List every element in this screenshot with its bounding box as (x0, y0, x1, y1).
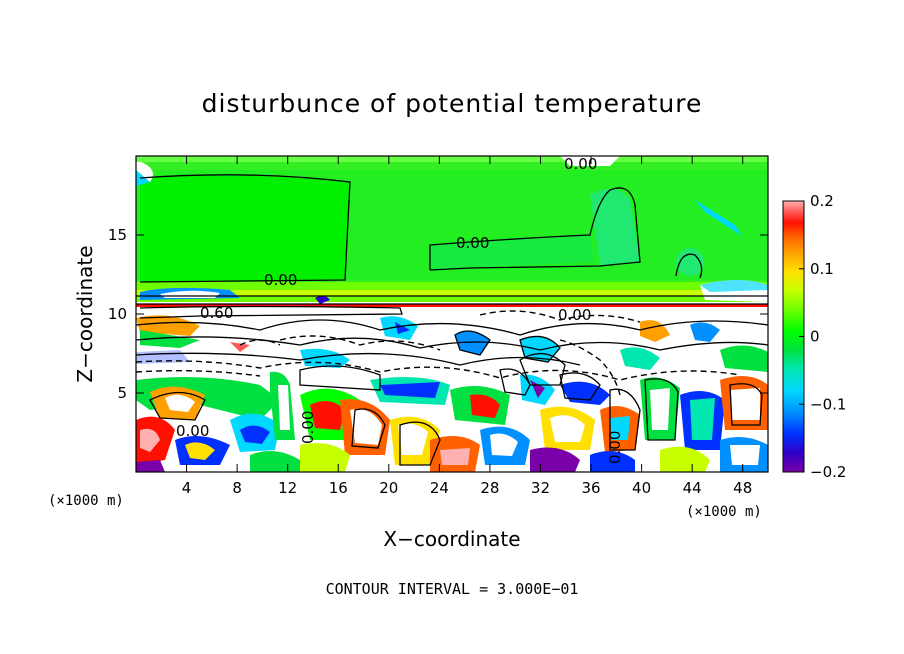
contour-label: 0.00 (606, 431, 624, 464)
x-tick-label: 4 (182, 479, 192, 497)
colorbar-ticks: 0.2 0.1 0 −0.1 −0.2 (799, 192, 846, 481)
y-tick-label: 15 (108, 226, 127, 244)
contour-label: 0.00 (176, 422, 209, 440)
x-axis-label: X−coordinate (383, 527, 520, 551)
heatmap-field (136, 156, 768, 472)
colorbar-tick-label: 0.1 (810, 260, 834, 278)
contour-label: 0.00 (264, 271, 297, 289)
chart-title: disturbunce of potential temperature (202, 89, 703, 118)
x-tick-label: 20 (379, 479, 398, 497)
x-tick-label: 40 (632, 479, 651, 497)
y-axis-label: Z−coordinate (73, 245, 97, 382)
x-unit-left: (×1000 m) (48, 493, 124, 509)
x-unit-right: (×1000 m) (686, 504, 762, 520)
contour-label: 0.60 (200, 304, 233, 322)
colorbar-tick-label: −0.1 (810, 395, 846, 413)
contour-label: 0.00 (564, 155, 597, 173)
x-tick-label: 8 (232, 479, 242, 497)
y-tick-label: 10 (108, 305, 127, 323)
y-axis: 5 10 15 (108, 226, 768, 402)
x-tick-label: 32 (531, 479, 550, 497)
x-tick-label: 24 (430, 479, 449, 497)
x-tick-label: 36 (581, 479, 600, 497)
x-tick-label: 16 (329, 479, 348, 497)
contour-label: 0.00 (299, 411, 317, 444)
y-tick-label: 5 (117, 384, 127, 402)
contour-interval-note: CONTOUR INTERVAL = 3.000E−01 (326, 580, 579, 598)
x-tick-label: 28 (480, 479, 499, 497)
x-axis: 4 8 12 16 20 24 28 32 36 40 44 48 (182, 156, 752, 497)
contour-labels: 0.00 0.00 0.00 0.60 0.00 0.00 0.00 0.00 (176, 155, 624, 464)
colorbar-tick-label: 0.2 (810, 192, 834, 210)
contour-label: 0.00 (456, 234, 489, 252)
x-tick-label: 12 (278, 479, 297, 497)
contour-label: 0.00 (558, 306, 591, 324)
x-tick-label: 44 (683, 479, 702, 497)
colorbar-tick-label: −0.2 (810, 463, 846, 481)
x-tick-label: 48 (733, 479, 752, 497)
colorbar: 0.2 0.1 0 −0.1 −0.2 (782, 192, 846, 481)
colorbar-tick-label: 0 (810, 328, 820, 346)
